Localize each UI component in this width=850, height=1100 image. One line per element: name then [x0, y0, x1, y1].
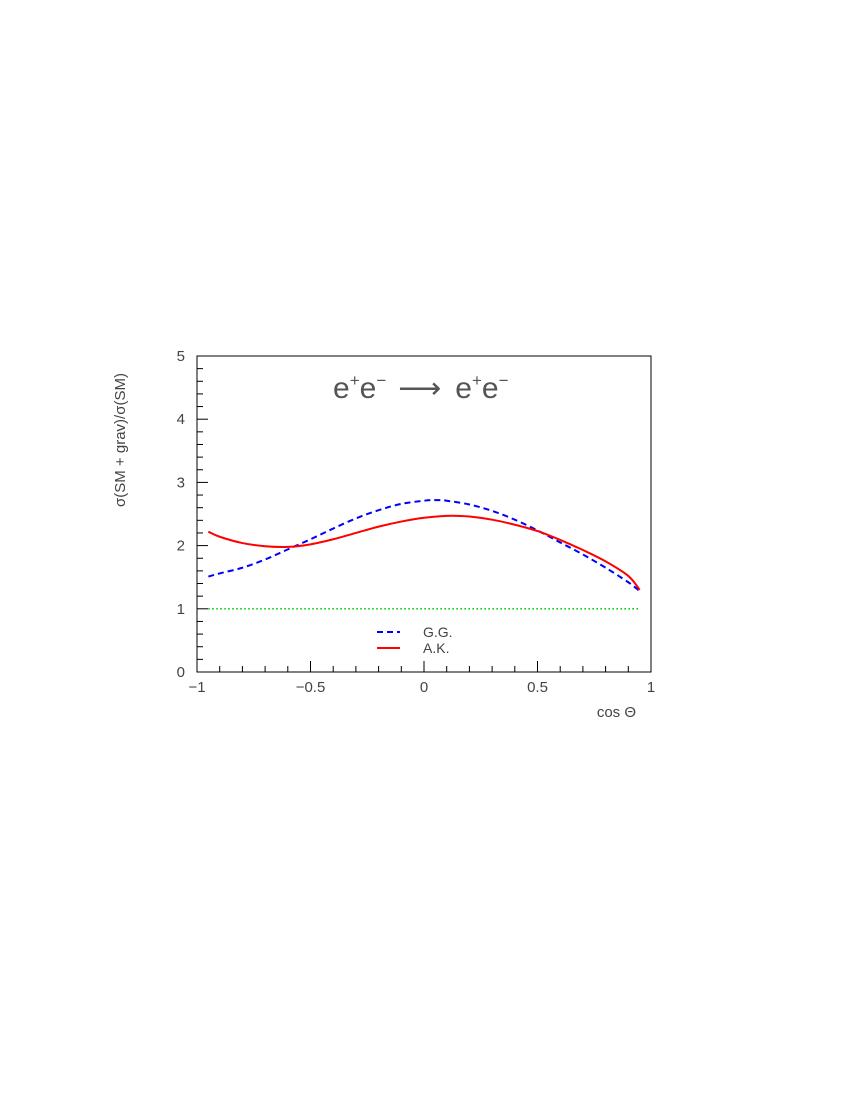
tick-labels: −1 −0.5 0 0.5 1 0 1 2 3 4 5	[177, 348, 656, 696]
x-tick-label: −1	[188, 679, 205, 696]
x-axis-label: cos Θ	[597, 704, 636, 721]
legend: G.G. A.K.	[377, 624, 453, 656]
series-layer	[207, 499, 641, 610]
legend-label-ak: A.K.	[423, 640, 449, 656]
title-rhs-e2: e	[482, 372, 499, 405]
x-tick-label: −0.5	[296, 679, 326, 696]
legend-label-gg: G.G.	[423, 624, 453, 640]
title-rhs-sup1: +	[472, 371, 482, 390]
series-line-ak	[207, 514, 641, 591]
y-tick-label: 1	[177, 601, 185, 618]
y-tick-label: 2	[177, 538, 185, 555]
axis-ticks	[196, 355, 652, 673]
x-tick-label: 0	[420, 679, 428, 696]
y-tick-label: 4	[177, 411, 185, 428]
series-line-gg	[208, 499, 641, 592]
x-tick-label: 1	[647, 679, 655, 696]
y-tick-label: 5	[177, 348, 185, 365]
title-lhs-sup2: −	[376, 371, 386, 390]
y-axis-label: σ(SM + grav)/σ(SM)	[112, 373, 129, 507]
chart-title: e+e− ⟶ e+e−	[333, 371, 509, 405]
title-lhs-e1: e	[333, 372, 350, 405]
title-arrow: ⟶	[398, 372, 441, 405]
title-rhs-e1: e	[455, 372, 472, 405]
title-rhs-sup2: −	[499, 371, 509, 390]
x-tick-label: 0.5	[527, 679, 548, 696]
title-lhs-e2: e	[360, 372, 377, 405]
title-lhs-sup1: +	[350, 371, 360, 390]
y-tick-label: 3	[177, 474, 185, 491]
y-tick-label: 0	[177, 664, 185, 681]
